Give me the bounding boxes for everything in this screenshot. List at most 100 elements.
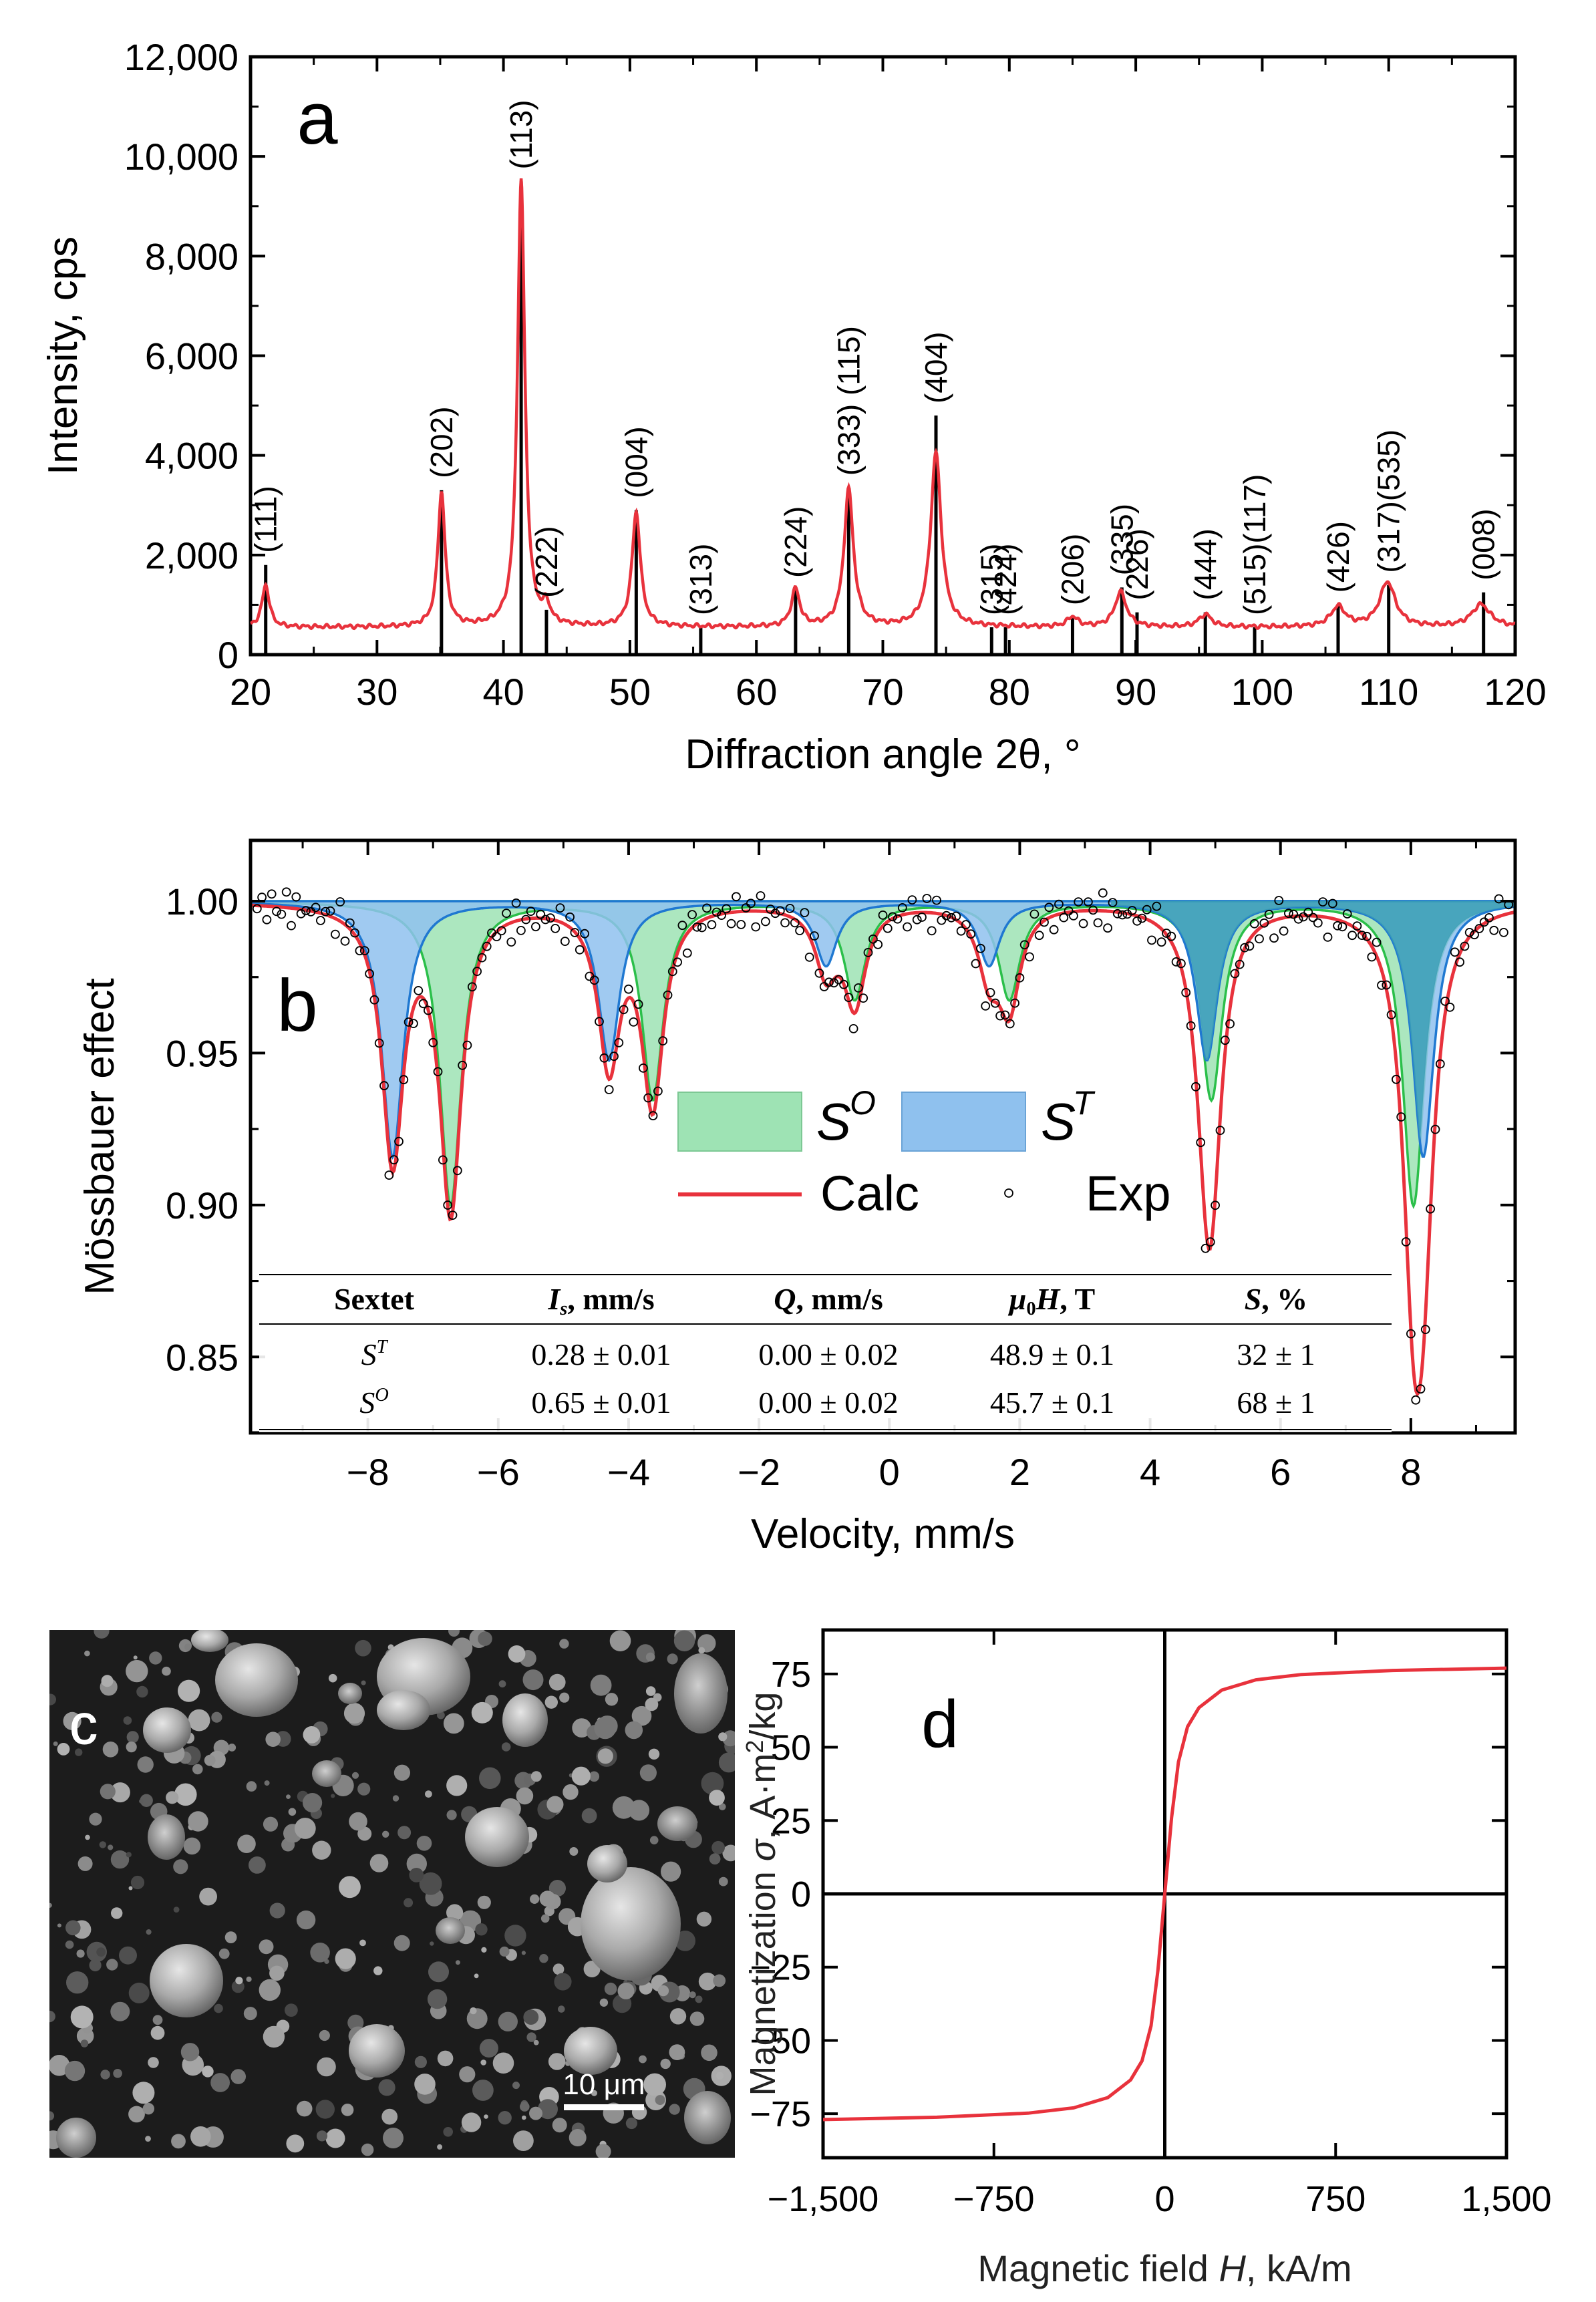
sem-particle xyxy=(718,1732,728,1742)
sem-particle xyxy=(617,1982,635,1999)
sem-particle xyxy=(539,1954,548,1963)
sem-particle xyxy=(64,2060,86,2082)
exp-point xyxy=(1034,931,1044,941)
exp-point xyxy=(570,928,580,937)
exp-point xyxy=(1347,931,1357,941)
sem-particle xyxy=(554,1973,572,1991)
sem-particle xyxy=(591,2090,598,2096)
exp-point xyxy=(804,953,814,962)
sem-particle xyxy=(183,1837,201,1855)
legend-label-calc: Calc xyxy=(820,1166,919,1221)
sem-particle xyxy=(675,1931,695,1951)
legend-label-exp: Exp xyxy=(1086,1166,1171,1221)
exp-point xyxy=(565,912,575,922)
sem-particle xyxy=(571,1766,591,1786)
sem-particle xyxy=(530,1771,542,1782)
sem-particle xyxy=(351,1772,359,1779)
exp-point xyxy=(560,937,570,946)
plot-area-b xyxy=(251,887,1515,1405)
x-axis-label-a: Diffraction angle 2θ, ° xyxy=(685,731,1080,778)
sem-particle xyxy=(249,1856,266,1874)
sem-particle xyxy=(548,2053,566,2070)
sem-particle xyxy=(80,2039,89,2047)
reflection-label: (222) xyxy=(529,526,564,597)
x-tick-label-a: 90 xyxy=(1115,671,1156,713)
sem-particle xyxy=(643,2073,666,2096)
exp-point xyxy=(506,937,516,947)
sem-particle xyxy=(369,1854,389,1872)
x-tick-label-b: 6 xyxy=(1270,1451,1291,1493)
sem-particle xyxy=(331,1794,335,1798)
exp-point xyxy=(775,906,785,916)
sem-particle xyxy=(648,1748,660,1760)
exp-point xyxy=(1249,919,1259,929)
exp-point xyxy=(296,909,306,919)
exp-point xyxy=(648,1111,658,1121)
exp-point xyxy=(912,915,922,925)
exp-point xyxy=(1489,925,1499,935)
y-tick-label-b: 0.95 xyxy=(166,1032,238,1074)
sem-particle xyxy=(49,1693,56,1705)
y-tick-label-a: 10,000 xyxy=(124,136,238,178)
sem-particle xyxy=(523,2009,539,2025)
exp-point xyxy=(374,1038,384,1048)
exp-point xyxy=(1127,906,1137,915)
exp-point xyxy=(751,922,761,932)
exp-point xyxy=(785,904,795,913)
table-text-part: O xyxy=(375,1385,389,1406)
sem-particle xyxy=(520,2102,530,2112)
exp-point xyxy=(1401,1237,1411,1247)
y-tick-label-d: 75 xyxy=(771,1655,811,1695)
exp-point xyxy=(922,894,932,903)
sem-particle xyxy=(49,2011,55,2023)
exp-point xyxy=(893,914,903,924)
exp-point xyxy=(1470,930,1479,940)
exp-point xyxy=(878,911,888,920)
sem-particle xyxy=(303,1726,321,1744)
sem-particle xyxy=(425,1790,432,1798)
exp-point xyxy=(1181,988,1191,997)
exp-point xyxy=(692,922,702,932)
panel-label-a: a xyxy=(297,77,338,160)
mossbauer-panel: −8 −6 −4 −2 0 2 4 6 8 0.85 0.90 0.95 1.00 Velocity, m… xyxy=(77,838,1517,1557)
reflection-label: (317)(535) xyxy=(1372,430,1406,573)
sem-particle xyxy=(110,2001,130,2021)
sem-particle xyxy=(498,1680,506,1688)
sem-particle xyxy=(538,2099,558,2120)
table-cell-sextet: SO xyxy=(359,1385,389,1420)
exp-point xyxy=(379,1081,389,1091)
sem-particle xyxy=(108,1844,114,1850)
sem-particle xyxy=(590,1674,612,1696)
exp-point xyxy=(1147,935,1156,945)
sem-particle xyxy=(516,1787,534,1805)
exp-point xyxy=(355,946,365,956)
sem-particle xyxy=(211,1711,222,1723)
sem-particle xyxy=(140,1794,153,1807)
exp-point xyxy=(438,1155,448,1165)
exp-point xyxy=(1186,1021,1196,1031)
reflection-label: (444) xyxy=(1188,528,1223,600)
exp-point xyxy=(1450,947,1460,957)
y-tick-label-d: −25 xyxy=(750,1948,811,1988)
y-tick-label-a: 4,000 xyxy=(145,435,238,477)
sem-particle xyxy=(171,2134,186,2149)
exp-point xyxy=(619,1005,629,1015)
exp-point xyxy=(458,1060,467,1070)
exp-point xyxy=(1342,909,1352,919)
sem-particle xyxy=(102,1742,119,1758)
exp-point xyxy=(981,1001,991,1011)
sem-particle xyxy=(477,1895,491,1909)
exp-point xyxy=(951,911,961,921)
sem-particle xyxy=(269,1903,285,1919)
sem-particle xyxy=(625,2117,638,2130)
sem-particle xyxy=(498,2111,512,2125)
exp-point xyxy=(599,1053,609,1063)
parameter-table: Sextet Is, mm/s Q, mm/s μ0H, T S, %ST 0.28 ± … xyxy=(259,1274,1392,1432)
sem-particle xyxy=(126,1731,139,1744)
x-axis-label-part: Magnetic field xyxy=(977,2247,1219,2289)
y-tick-label-d: 50 xyxy=(771,1728,811,1768)
exp-point xyxy=(1230,969,1240,979)
sem-particle xyxy=(259,1979,281,2001)
x-tick-label-b: 2 xyxy=(1009,1451,1030,1493)
sem-particle xyxy=(437,2050,454,2067)
